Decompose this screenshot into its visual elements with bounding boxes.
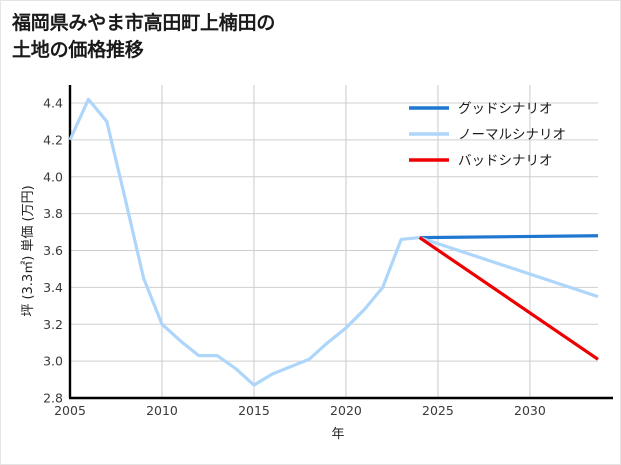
x-tick-label: 2025 bbox=[422, 403, 454, 418]
y-tick-label: 4.2 bbox=[43, 132, 63, 147]
series-line bbox=[418, 236, 599, 361]
x-tick-label: 2030 bbox=[514, 403, 546, 418]
y-tick-label: 3.6 bbox=[43, 243, 63, 258]
y-tick-label: 3.2 bbox=[43, 317, 63, 332]
legend-label: バッドシナリオ bbox=[458, 153, 553, 169]
x-tick-label: 2020 bbox=[330, 403, 362, 418]
y-axis-title: 坪 (3.3㎡) 単価 (万円) bbox=[20, 185, 36, 316]
y-tick-label: 3.8 bbox=[43, 206, 63, 221]
x-tick-labels: 2005 2010 2015 2020 2025 2030 bbox=[54, 403, 546, 418]
x-tick-label: 2005 bbox=[54, 403, 86, 418]
y-tick-label: 3.0 bbox=[43, 354, 63, 369]
y-tick-label: 2.8 bbox=[43, 391, 63, 406]
page-title: 福岡県みやま市高田町上楠田の 土地の価格推移 bbox=[12, 12, 276, 61]
legend-label: グッドシナリオ bbox=[458, 101, 553, 117]
y-tick-label: 4.0 bbox=[43, 169, 63, 184]
x-tick-label: 2010 bbox=[146, 403, 178, 418]
series-line bbox=[419, 234, 599, 240]
y-tick-labels: 2.8 3.0 3.2 3.4 3.6 3.8 4.0 4.2 4.4 bbox=[43, 96, 63, 406]
data-series bbox=[68, 97, 599, 387]
y-tick-label: 3.4 bbox=[43, 280, 63, 295]
series-line bbox=[68, 97, 599, 387]
x-tick-label: 2015 bbox=[238, 403, 270, 418]
legend-label: ノーマルシナリオ bbox=[458, 127, 566, 143]
x-axis-title: 年 bbox=[331, 427, 344, 442]
y-tick-label: 4.4 bbox=[43, 96, 63, 111]
